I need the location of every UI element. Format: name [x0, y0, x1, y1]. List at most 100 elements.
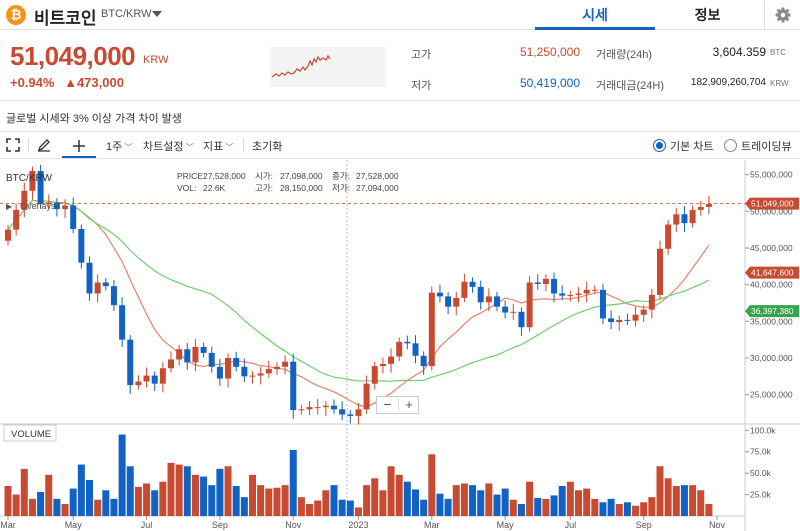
candle-body [518, 311, 525, 328]
coin-pair[interactable]: BTC/KRW [101, 8, 152, 20]
x-tick-label: Mar [424, 520, 440, 530]
y-tick-label: 50,000,000 [750, 206, 793, 216]
candle-body [13, 209, 20, 230]
expand-arrow-icon[interactable]: ▶ [6, 202, 13, 211]
volume-bar [69, 488, 77, 516]
fullscreen-icon[interactable] [6, 138, 20, 152]
candle-body [583, 289, 590, 294]
candle-body [273, 366, 280, 369]
candle-body [428, 292, 435, 367]
info-close-label: 종가: [332, 171, 350, 181]
candle-body [477, 286, 484, 303]
volume-bar [200, 476, 208, 516]
chart-settings-label: 차트설정 [143, 141, 184, 153]
legend-symbol: BTC/KRW [6, 173, 52, 184]
tradingview-label[interactable]: 트레이딩뷰 [741, 141, 792, 153]
volume-bar [607, 498, 615, 516]
volume-tick-label: 25.0k [750, 490, 772, 500]
chart-settings-menu[interactable]: 차트설정 ﹀ [143, 138, 194, 154]
x-tick-label: Jul [141, 520, 153, 530]
volume-value: 3,604.359 [712, 45, 766, 59]
volume-bar [444, 498, 452, 516]
volume-bar [208, 485, 216, 516]
pencil-icon[interactable] [37, 138, 51, 152]
candle-body [184, 349, 191, 363]
info-low-label: 저가: [332, 183, 350, 193]
volume-bar [379, 490, 387, 516]
candle-body [469, 281, 476, 287]
reset-button[interactable]: 초기화 [252, 141, 283, 153]
price-chart[interactable]: 55,000,000 50,000,000 45,000,000 40,000,000… [0, 160, 800, 531]
zoom-out-button[interactable]: − [383, 396, 392, 412]
candle-body [37, 171, 44, 204]
volume-bar [371, 478, 379, 516]
volume-bar [134, 486, 142, 516]
candle-body [689, 209, 696, 224]
candle-body [559, 293, 566, 296]
candle-body [396, 341, 403, 357]
volume-bar [354, 507, 362, 516]
volume-tick-label: 100.0k [750, 425, 776, 435]
candle-body [599, 289, 606, 319]
volume-bar [412, 489, 419, 516]
volume-bar [632, 505, 640, 516]
legend-overlays[interactable]: Overlays [20, 201, 56, 211]
volume-bar [273, 487, 281, 516]
tab-quote[interactable]: 시세 [582, 7, 608, 23]
candle-body [461, 281, 468, 298]
x-tick-label: Mar [0, 520, 16, 530]
volume-bar [12, 494, 20, 516]
candle-body [404, 341, 411, 344]
volume-bar [460, 483, 468, 516]
candle-body [412, 343, 419, 356]
candle-body [159, 368, 166, 384]
volume-bar [566, 481, 574, 516]
info-price-label: PRICE: [177, 171, 205, 181]
volume-bar [591, 498, 599, 516]
volume-pane-label: VOLUME [11, 429, 51, 440]
volume-bar [542, 498, 550, 516]
chevron-down-icon[interactable] [152, 11, 162, 17]
interval-label: 1주 [106, 141, 123, 153]
tab-info[interactable]: 정보 [694, 7, 721, 23]
basic-chart-radio[interactable] [653, 139, 666, 152]
candle-body [282, 361, 289, 367]
candle-body [681, 214, 688, 224]
info-vol: 22.6K [203, 183, 226, 193]
coin-name[interactable]: 비트코인 [34, 9, 97, 28]
candle-body [705, 204, 712, 207]
crosshair-icon [73, 140, 85, 152]
tradingview-radio[interactable] [724, 139, 737, 152]
volume-bar [126, 466, 134, 516]
info-open: 27,098,000 [280, 171, 323, 181]
info-open-label: 시가: [255, 171, 273, 181]
candle-body [624, 319, 631, 321]
interval-select[interactable]: 1주 ﹀ [106, 138, 132, 154]
crosshair-tool[interactable] [62, 136, 96, 158]
basic-chart-label[interactable]: 기본 차트 [670, 141, 714, 153]
candle-body [632, 314, 639, 321]
x-tick-label: May [65, 520, 83, 530]
price-change: +0.94% ▲473,000 [10, 75, 124, 90]
volume-bar [322, 490, 330, 516]
change-amount: ▲473,000 [64, 75, 124, 90]
candle-body [339, 409, 346, 415]
active-tab-indicator [535, 27, 655, 30]
x-tick-label: Sep [636, 520, 652, 530]
candle-body [200, 347, 207, 353]
candle-body [168, 359, 174, 369]
volume-bar [4, 486, 12, 516]
volume-bar [20, 468, 28, 516]
settings-button[interactable] [764, 0, 800, 30]
indicators-menu[interactable]: 지표 ﹀ [203, 138, 233, 154]
zoom-in-button[interactable]: + [405, 397, 413, 412]
candle-body [567, 294, 574, 296]
candle-body [510, 311, 517, 313]
candle-body [290, 361, 297, 411]
candle-body [110, 286, 117, 306]
price-unit: KRW [143, 54, 169, 66]
bitcoin-icon: ₿ [6, 5, 26, 25]
candle-body [331, 405, 337, 410]
candle-body [78, 228, 85, 263]
candle-body [127, 339, 134, 386]
